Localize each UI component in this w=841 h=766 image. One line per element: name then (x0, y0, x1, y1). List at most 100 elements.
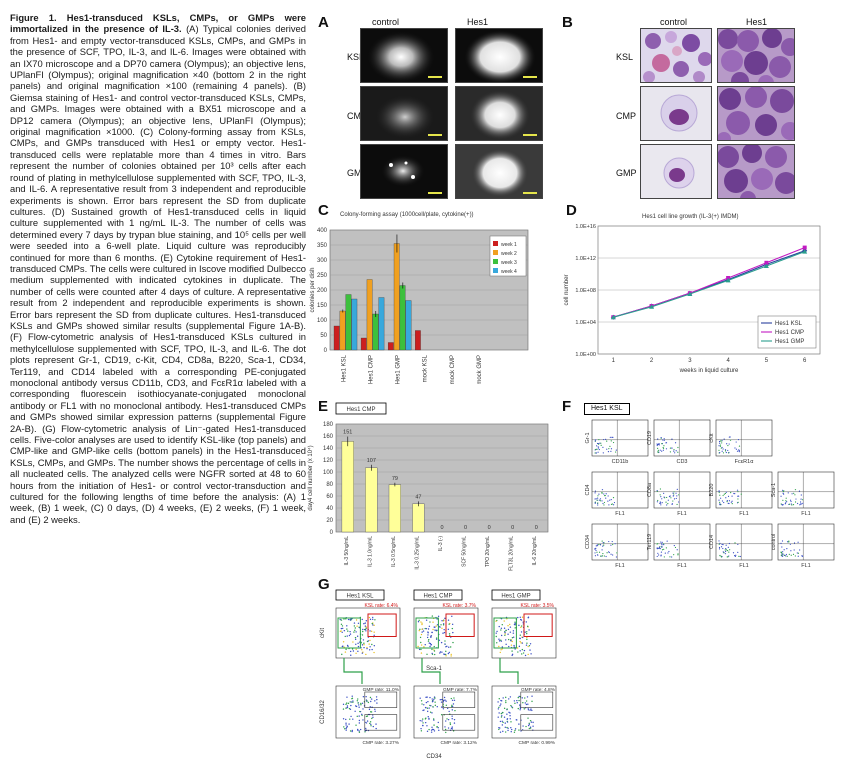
flow-f-dot-9-5 (656, 555, 658, 558)
chart-e-xtick-6: TPO 20ng/mL (485, 536, 491, 567)
flow-f-plot-10 (715, 523, 773, 561)
flow-g-bottom-dot-1-32 (450, 727, 453, 730)
flow-f-dot-1-25 (674, 442, 677, 444)
flow-g-top-dot-1-51 (431, 648, 433, 651)
flow-g-cmp-gate-1 (442, 714, 476, 731)
flow-g-bottom-dot-2-79 (501, 724, 504, 726)
flow-g-top-dot-1-67 (434, 626, 436, 628)
flow-g-bottom-dot-0-12 (349, 718, 351, 720)
flow-g-top-dot-1-114 (434, 653, 436, 656)
flow-g-bottom-dot-1-85 (451, 726, 453, 728)
panel-d-letter: D (566, 202, 577, 219)
flow-f-dot-8-9 (601, 540, 603, 542)
flow-g-bottom-dot-0-100 (342, 718, 345, 720)
chart-e-value-4: 0 (440, 525, 443, 531)
flow-f-dot-8-35 (594, 555, 597, 557)
flow-g-bottom-dot-1-28 (420, 727, 422, 730)
flow-g-bottom-dot-1-35 (443, 696, 446, 699)
flow-f-dot-8-15 (616, 552, 618, 554)
flow-g-top-dot-2-109 (514, 623, 516, 625)
flow-f-dot-8-36 (600, 555, 602, 557)
flow-g-bottom-dot-1-14 (426, 725, 428, 727)
flow-g-top-dot-1-92 (421, 631, 423, 633)
flow-g-bottom-dot-0-39 (342, 708, 345, 710)
flow-f-dot-7-1 (781, 489, 784, 491)
flow-g-bottom-dot-2-32 (531, 695, 533, 697)
chart-d-line-1 (613, 247, 805, 318)
flow-f-dot-10-28 (722, 551, 724, 553)
flow-g-top-dot-1-82 (442, 623, 445, 625)
flow-g-top-dot-1-81 (429, 621, 431, 623)
flow-g-top-dot-0-80 (356, 625, 358, 627)
flow-g-top-dot-1-43 (422, 630, 425, 632)
flow-f-dot-8-37 (596, 545, 598, 547)
flow-g-cmp-gate-0 (364, 714, 398, 731)
chart-e-value-2: 79 (392, 476, 398, 482)
chart-c-title: Colony-forming assay (1000cell/plate, cy… (340, 212, 474, 218)
flow-f-dot-9-29 (656, 547, 658, 549)
chart-e-value-5: 0 (464, 525, 467, 531)
chart-e-value-8: 0 (535, 525, 538, 531)
flow-g-bottom-dot-2-42 (503, 707, 506, 710)
flow-f-dot-8-14 (608, 540, 610, 543)
flow-g-label-1: Hes1 CMP (423, 594, 452, 600)
flow-g-bottom-dot-1-49 (444, 699, 446, 701)
chart-e-xtick-0: IL-3 50ng/mL (344, 536, 350, 566)
flow-g-bottom-dot-2-57 (505, 700, 507, 702)
flow-f-dot-6-29 (731, 500, 733, 502)
flow-g-top-dot-0-78 (363, 628, 366, 631)
flow-g-top-dot-2-60 (526, 636, 528, 639)
flow-g-bottom-dot-2-106 (511, 706, 513, 708)
flow-g-bottom-dot-2-56 (510, 727, 512, 729)
flow-f-dot-5-30 (676, 503, 678, 506)
flow-f-dot-4-22 (594, 490, 597, 492)
flow-g-top-dot-1-112 (447, 628, 450, 631)
flow-g-ksl-rate-2: KSL rate: 3.5% (521, 603, 555, 609)
flow-f-xlabel-7: FL1 (801, 511, 810, 517)
flow-g-top-dot-2-39 (521, 653, 523, 655)
flow-f-dot-8-16 (594, 552, 596, 554)
flow-g-top-dot-1-116 (418, 648, 421, 651)
flow-f-dot-10-6 (728, 551, 730, 553)
flow-g-top-dot-2-117 (511, 650, 513, 652)
flow-g-top-dot-1-94 (444, 653, 446, 656)
flow-g-bottom-dot-2-1 (498, 712, 500, 714)
flow-g-bottom-dot-1-7 (446, 707, 449, 710)
chart-c-xtick-3: mock KSL (423, 354, 429, 382)
flow-g-bottom-dot-0-94 (350, 701, 353, 703)
flow-g-top-dot-0-69 (353, 631, 355, 633)
flow-f-dot-11-20 (796, 552, 798, 554)
flow-g-top-dot-1-40 (433, 649, 435, 651)
flow-f-dot-9-19 (661, 544, 663, 546)
chart-d-point-2-5 (802, 249, 808, 254)
flow-f-dot-11-12 (786, 555, 788, 557)
flow-f-dot-11-1 (786, 541, 789, 543)
flow-g-top-dot-2-42 (514, 621, 516, 623)
flow-f-dot-8-11 (614, 543, 616, 545)
flow-g-bottom-dot-1-77 (442, 699, 445, 702)
chart-c-xtick-1: Hes1 CMP (369, 355, 375, 384)
flow-f-dot-8-12 (602, 552, 604, 555)
flow-g-top-dot-0-53 (364, 625, 367, 627)
flow-g-bottom-dot-0-61 (376, 702, 378, 704)
flow-g-bottom-dot-2-58 (507, 727, 509, 729)
flow-f-dot-11-36 (788, 553, 790, 555)
flow-f-dot-8-30 (601, 555, 604, 557)
flow-g-top-dot-2-95 (495, 620, 497, 622)
flow-f-dot-2-29 (728, 443, 730, 445)
flow-f-dot-10-17 (735, 554, 737, 556)
flow-g-bottom-dot-2-60 (513, 731, 516, 733)
flow-g-bottom-dot-2-72 (498, 728, 500, 731)
flow-g-bottom-dot-2-96 (498, 706, 500, 709)
flow-f-dot-4-10 (599, 498, 602, 500)
flow-f-dot-4-39 (611, 503, 613, 505)
flow-f-dot-1-3 (663, 445, 665, 447)
flow-g-bottom-dot-1-88 (432, 700, 434, 702)
flow-g-bottom-dot-2-5 (508, 711, 510, 714)
chart-c-bar-0-0 (333, 325, 340, 351)
flow-f-xlabel-5: FL1 (677, 511, 686, 517)
flow-f-dot-9-11 (666, 540, 668, 542)
flow-g-top-dot-2-1 (529, 643, 532, 645)
flow-f-dot-10-4 (718, 546, 721, 549)
chart-c-legend-label-3: week 4 (501, 269, 517, 275)
